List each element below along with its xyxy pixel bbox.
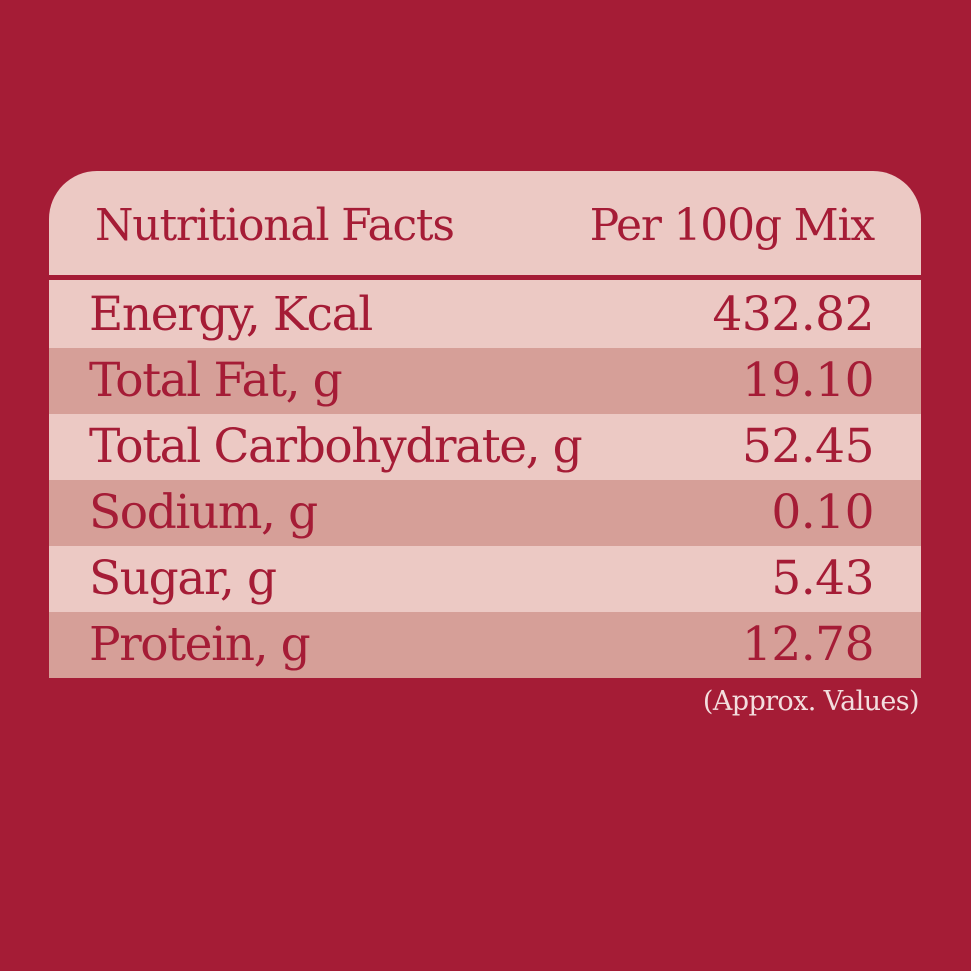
- nutrition-row-sugar: Sugar, g 5.43: [49, 546, 921, 612]
- nutrition-row-sodium: Sodium, g 0.10: [49, 480, 921, 546]
- nutrition-row-total-carbohydrate: Total Carbohydrate, g 52.45: [49, 414, 921, 480]
- nutrient-value: 5.43: [771, 551, 874, 606]
- nutrient-label: Protein, g: [89, 617, 311, 672]
- nutrient-label: Sugar, g: [89, 551, 277, 606]
- nutrition-rows: Energy, Kcal 432.82 Total Fat, g 19.10 T…: [49, 282, 921, 678]
- approx-values-footnote: (Approx. Values): [702, 686, 920, 717]
- nutrition-header-title: Nutritional Facts: [95, 200, 455, 251]
- nutrient-value: 19.10: [741, 353, 875, 408]
- nutrition-facts-panel: Nutritional Facts Per 100g Mix Energy, K…: [49, 171, 921, 678]
- nutrient-value: 12.78: [741, 617, 875, 672]
- nutrient-label: Total Carbohydrate, g: [89, 419, 583, 474]
- nutrition-header-per-serving: Per 100g Mix: [589, 200, 876, 251]
- nutrition-row-protein: Protein, g 12.78: [49, 612, 921, 678]
- nutrient-value: 432.82: [712, 287, 875, 342]
- nutrient-label: Total Fat, g: [89, 353, 343, 408]
- nutrition-header: Nutritional Facts Per 100g Mix: [49, 171, 921, 275]
- nutrient-label: Sodium, g: [89, 485, 318, 540]
- nutrition-row-energy: Energy, Kcal 432.82: [49, 282, 921, 348]
- nutrient-label: Energy, Kcal: [89, 287, 373, 342]
- nutrition-row-total-fat: Total Fat, g 19.10: [49, 348, 921, 414]
- nutrient-value: 0.10: [771, 485, 874, 540]
- header-divider: [49, 275, 921, 280]
- nutrient-value: 52.45: [741, 419, 875, 474]
